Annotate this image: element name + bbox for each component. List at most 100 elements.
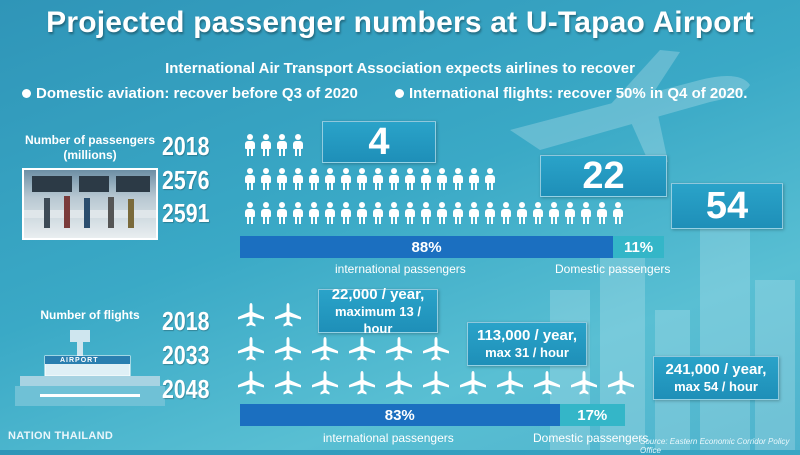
- person-icon: [371, 202, 385, 224]
- airplane-icon: [274, 370, 302, 396]
- person-icon: [339, 168, 353, 190]
- airplane-icon: [385, 370, 413, 396]
- person-icon: [355, 202, 369, 224]
- person-icon: [323, 168, 337, 190]
- person-icon: [275, 202, 289, 224]
- passenger-intl-segment: 88%: [240, 236, 614, 258]
- airplane-icon: [422, 336, 450, 362]
- airplane-icon: [533, 370, 561, 396]
- passenger-value-row3: 54: [671, 183, 783, 229]
- person-icon: [275, 134, 289, 156]
- airport-building-icon: [15, 330, 165, 406]
- person-icon: [243, 134, 257, 156]
- airplane-icon: [237, 336, 265, 362]
- flight-per-hour: maximum 13 / hour: [335, 303, 421, 336]
- person-icon: [291, 134, 305, 156]
- passenger-split-bar: 88% 11%: [240, 236, 664, 258]
- person-icon: [531, 202, 545, 224]
- person-icon: [515, 202, 529, 224]
- bullet-international: International flights: recover 50% in Q4…: [395, 85, 747, 102]
- terminal-illustration: [24, 176, 156, 228]
- person-icon: [259, 168, 273, 190]
- person-icon: [499, 202, 513, 224]
- person-icon: [451, 168, 465, 190]
- airplane-icon: [237, 302, 265, 328]
- flight-year-2018: 2018: [162, 306, 210, 336]
- person-icon: [307, 168, 321, 190]
- person-icon: [259, 134, 273, 156]
- flight-per-year: 241,000 / year,: [665, 361, 767, 378]
- flight-per-year: 113,000 / year,: [476, 327, 578, 344]
- planes-row-1: [237, 302, 302, 328]
- person-icon: [595, 202, 609, 224]
- airplane-icon: [422, 370, 450, 396]
- person-icon: [403, 168, 417, 190]
- airplane-icon: [607, 370, 635, 396]
- planes-row-3: [237, 370, 635, 396]
- page-title: Projected passenger numbers at U-Tapao A…: [46, 6, 754, 39]
- airplane-icon: [311, 370, 339, 396]
- airplane-icon: [385, 336, 413, 362]
- terminal-photo: [22, 168, 158, 240]
- airplane-icon: [348, 336, 376, 362]
- person-icon: [355, 168, 369, 190]
- person-icon: [435, 202, 449, 224]
- flight-per-hour: max 54 / hour: [674, 379, 758, 394]
- bullet-domestic: Domestic aviation: recover before Q3 of …: [22, 85, 358, 102]
- airplane-icon: [348, 370, 376, 396]
- bullet-dot-icon: [395, 88, 404, 98]
- flight-split-bar: 83% 17%: [240, 404, 625, 426]
- person-icon: [451, 202, 465, 224]
- person-icon: [611, 202, 625, 224]
- person-icon: [467, 202, 481, 224]
- person-icon: [547, 202, 561, 224]
- flight-year-2048: 2048: [162, 374, 210, 404]
- person-icon: [371, 168, 385, 190]
- source-note: Source: Eastern Economic Corridor Policy…: [640, 437, 790, 455]
- person-icon: [419, 168, 433, 190]
- person-icon: [403, 202, 417, 224]
- passenger-intl-label: international passengers: [335, 262, 466, 276]
- people-row-3: [243, 202, 625, 224]
- person-icon: [387, 168, 401, 190]
- flight-year-2033: 2033: [162, 340, 210, 370]
- bullet-text: Domestic aviation: recover before Q3 of …: [36, 85, 358, 102]
- airplane-icon: [496, 370, 524, 396]
- airplane-icon: [311, 336, 339, 362]
- airplane-icon: [274, 302, 302, 328]
- flight-value-2033: 113,000 / year, max 31 / hour: [467, 322, 587, 366]
- person-icon: [291, 202, 305, 224]
- people-row-1: [243, 134, 305, 156]
- planes-row-2: [237, 336, 450, 362]
- flight-per-hour: max 31 / hour: [485, 345, 569, 360]
- passenger-domestic-label: Domestic passengers: [555, 262, 671, 276]
- airplane-icon: [570, 370, 598, 396]
- person-icon: [483, 168, 497, 190]
- person-icon: [435, 168, 449, 190]
- passenger-value-row2: 22: [540, 155, 667, 197]
- person-icon: [323, 202, 337, 224]
- person-icon: [579, 202, 593, 224]
- passenger-year-row3: 2591: [162, 198, 210, 228]
- subtitle: International Air Transport Association …: [165, 60, 635, 77]
- bullet-text: International flights: recover 50% in Q4…: [409, 85, 748, 102]
- flights-label: Number of flights: [40, 308, 140, 322]
- person-icon: [339, 202, 353, 224]
- passenger-domestic-segment: 11%: [613, 236, 664, 258]
- person-icon: [483, 202, 497, 224]
- airplane-icon: [274, 336, 302, 362]
- airplane-icon: [237, 370, 265, 396]
- person-icon: [275, 168, 289, 190]
- airport-illustration: AIRPORT: [15, 330, 165, 410]
- passenger-value-2018: 4: [322, 121, 436, 163]
- passenger-year-row2: 2576: [162, 165, 210, 195]
- person-icon: [243, 168, 257, 190]
- flight-value-2018: 22,000 / year, maximum 13 / hour: [318, 286, 438, 336]
- person-icon: [291, 168, 305, 190]
- airport-sign: AIRPORT: [60, 357, 99, 364]
- person-icon: [419, 202, 433, 224]
- flight-intl-label: international passengers: [323, 431, 454, 445]
- flight-intl-segment: 83%: [240, 404, 560, 426]
- airplane-icon: [459, 370, 487, 396]
- person-icon: [259, 202, 273, 224]
